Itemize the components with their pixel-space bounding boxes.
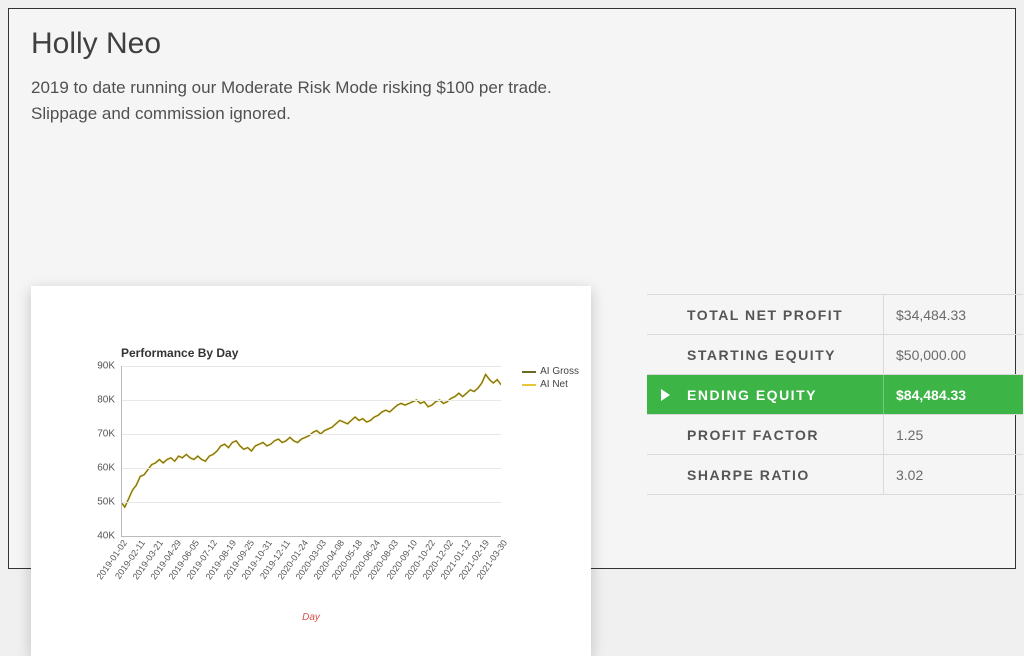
chart-series-line [121, 375, 501, 508]
chart-y-tick: 50K [97, 497, 115, 508]
subtitle-line-1: 2019 to date running our Moderate Risk M… [31, 78, 552, 97]
chart-y-tick: 40K [97, 531, 115, 542]
stat-row: STARTING EQUITY$50,000.00 [647, 335, 1023, 375]
stat-row: ENDING EQUITY$84,484.33 [647, 375, 1023, 415]
legend-item: AI Gross [522, 366, 579, 377]
legend-swatch-icon [522, 371, 536, 373]
subtitle-line-2: Slippage and commission ignored. [31, 104, 291, 123]
page-subtitle: 2019 to date running our Moderate Risk M… [31, 75, 993, 126]
stat-row: SHARPE RATIO3.02 [647, 455, 1023, 495]
stat-label: SHARPE RATIO [647, 467, 883, 483]
chart-grid-line [121, 502, 501, 503]
chart-y-tick: 60K [97, 463, 115, 474]
chart-y-axis [121, 366, 122, 536]
stats-table: TOTAL NET PROFIT$34,484.33STARTING EQUIT… [647, 294, 1023, 495]
stat-value: 3.02 [883, 455, 1023, 494]
report-panel: Holly Neo 2019 to date running our Moder… [8, 8, 1016, 569]
chart-grid-line [121, 434, 501, 435]
legend-label: AI Gross [540, 366, 579, 377]
triangle-right-icon [661, 389, 670, 401]
stat-value: $50,000.00 [883, 335, 1023, 374]
stat-value: 1.25 [883, 415, 1023, 454]
chart-y-tick: 70K [97, 429, 115, 440]
chart-legend: AI Gross AI Net [522, 366, 579, 392]
stat-label: PROFIT FACTOR [647, 427, 883, 443]
chart-x-axis-label: Day [121, 612, 501, 623]
line-chart-svg [121, 366, 501, 536]
chart-x-ticks: 2019-01-022019-02-112019-03-212019-04-29… [121, 538, 501, 618]
stat-label: TOTAL NET PROFIT [647, 307, 883, 323]
stat-row: TOTAL NET PROFIT$34,484.33 [647, 295, 1023, 335]
chart-plot-area: 40K50K60K70K80K90K [121, 366, 501, 536]
chart-grid-line [121, 366, 501, 367]
chart-grid-line [121, 536, 501, 537]
chart-y-tick: 90K [97, 361, 115, 372]
stat-row: PROFIT FACTOR1.25 [647, 415, 1023, 455]
stat-label: ENDING EQUITY [647, 387, 883, 403]
legend-item: AI Net [522, 379, 579, 390]
performance-chart-card: Performance By Day 40K50K60K70K80K90K 20… [31, 286, 591, 656]
chart-y-tick: 80K [97, 395, 115, 406]
legend-swatch-icon [522, 384, 536, 386]
stat-label: STARTING EQUITY [647, 347, 883, 363]
stat-value: $34,484.33 [883, 295, 1023, 334]
stat-value: $84,484.33 [883, 375, 1023, 414]
chart-grid-line [121, 468, 501, 469]
page-title: Holly Neo [31, 27, 993, 61]
chart-grid-line [121, 400, 501, 401]
chart-title: Performance By Day [121, 346, 238, 360]
chart-series-line [121, 375, 501, 508]
legend-label: AI Net [540, 379, 568, 390]
